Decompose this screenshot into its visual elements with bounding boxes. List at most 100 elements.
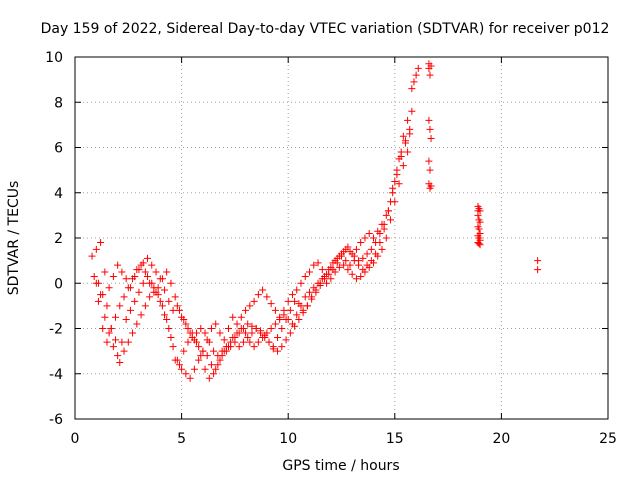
- data-point-track-b: [158, 302, 166, 310]
- data-point-track-a: [242, 306, 250, 314]
- data-point-track-a: [92, 245, 100, 253]
- data-point-track-b: [286, 306, 294, 314]
- data-point-track-d: [376, 229, 384, 237]
- data-point-track-b: [201, 365, 209, 373]
- data-point-track-d: [218, 347, 226, 355]
- data-point-track-c: [212, 365, 220, 373]
- data-point-track-a: [288, 291, 296, 299]
- data-point-track-a: [195, 343, 203, 351]
- data-point-track-d: [316, 282, 324, 290]
- data-point-track-a: [284, 297, 292, 305]
- data-point-track-c: [203, 352, 211, 360]
- data-point-track-a: [109, 272, 117, 280]
- data-point-track-c: [395, 180, 403, 188]
- data-point-track-d: [380, 220, 388, 228]
- data-point-track-c: [190, 365, 198, 373]
- data-point-track-d: [227, 338, 235, 346]
- data-point-track-d: [269, 345, 277, 353]
- data-point-track-c: [387, 216, 395, 224]
- data-point-track-d: [367, 245, 375, 253]
- data-point-track-d: [120, 293, 128, 301]
- data-point-track-d: [274, 347, 282, 355]
- data-point-track-c: [404, 148, 412, 156]
- data-point-track-a: [293, 286, 301, 294]
- data-point-track-a: [233, 320, 241, 328]
- data-point-track-b: [193, 338, 201, 346]
- data-point-track-b: [210, 370, 218, 378]
- data-point-track-b: [137, 311, 145, 319]
- data-point-track-g: [534, 257, 542, 265]
- data-point-track-d: [163, 268, 171, 276]
- y-tick-label: -2: [49, 322, 63, 338]
- data-point-track-c: [301, 293, 309, 301]
- data-point-track-e: [427, 182, 435, 190]
- data-point-track-d: [320, 275, 328, 283]
- data-point-track-e: [414, 64, 422, 72]
- data-point-track-d: [359, 254, 367, 262]
- data-point-track-a: [408, 107, 416, 115]
- data-point-track-d: [94, 297, 102, 305]
- data-point-track-d: [389, 189, 397, 197]
- data-point-track-d: [154, 284, 162, 292]
- data-point-track-c: [216, 356, 224, 364]
- data-point-track-d: [205, 338, 213, 346]
- data-point-track-c: [340, 261, 348, 269]
- data-point-track-c: [378, 245, 386, 253]
- chart-title: Day 159 of 2022, Sidereal Day-to-day VTE…: [41, 21, 610, 37]
- data-point-track-c: [284, 315, 292, 323]
- data-point-track-c: [186, 374, 194, 382]
- data-point-track-d: [141, 268, 149, 276]
- data-point-track-a: [301, 272, 309, 280]
- data-point-track-c: [306, 288, 314, 296]
- data-point-track-a: [229, 313, 237, 321]
- data-point-track-b: [184, 338, 192, 346]
- data-point-track-d: [248, 322, 256, 330]
- data-point-track-d: [384, 207, 392, 215]
- data-point-track-d: [99, 325, 107, 332]
- data-point-track-d: [167, 279, 175, 287]
- data-point-track-d: [188, 334, 196, 342]
- data-point-track-g: [534, 266, 542, 274]
- data-point-track-c: [374, 252, 382, 260]
- data-point-track-d: [150, 288, 158, 296]
- data-point-track-a: [207, 325, 215, 332]
- data-point-track-a: [161, 286, 169, 294]
- data-point-track-c: [391, 198, 399, 206]
- marks-layer: [88, 60, 542, 382]
- data-point-track-d: [363, 250, 371, 258]
- data-point-track-a: [271, 306, 279, 314]
- data-point-track-c: [382, 234, 390, 242]
- data-point-track-c: [143, 272, 151, 280]
- data-point-track-c: [207, 361, 215, 369]
- data-point-track-d: [401, 139, 409, 147]
- data-point-track-d: [210, 347, 218, 355]
- data-point-track-e: [427, 134, 435, 142]
- data-point-track-c: [105, 329, 113, 337]
- data-point-track-d: [346, 248, 354, 256]
- data-point-track-b: [235, 343, 243, 351]
- data-point-track-d: [235, 329, 243, 337]
- data-point-track-a: [225, 325, 233, 332]
- data-point-track-a: [352, 245, 360, 253]
- data-point-track-a: [259, 286, 267, 294]
- plot-frame: [74, 56, 609, 420]
- data-point-track-d: [193, 329, 201, 337]
- data-point-track-d: [282, 336, 290, 344]
- data-point-track-b: [274, 334, 282, 342]
- data-point-track-f: [476, 241, 484, 249]
- data-point-track-a: [263, 293, 271, 301]
- x-tick-label: 20: [492, 431, 510, 447]
- data-point-track-a: [365, 229, 373, 237]
- data-point-track-b: [197, 352, 205, 360]
- data-point-track-c: [139, 279, 147, 287]
- y-tick-label: 4: [54, 186, 63, 202]
- data-point-track-d: [303, 302, 311, 310]
- y-tick-label: 10: [45, 50, 63, 66]
- data-point-track-c: [357, 272, 365, 280]
- data-point-track-c: [242, 329, 250, 337]
- data-point-track-a: [143, 254, 151, 262]
- data-point-track-c: [173, 356, 181, 364]
- data-point-track-e: [410, 78, 418, 86]
- data-point-track-a: [118, 268, 126, 276]
